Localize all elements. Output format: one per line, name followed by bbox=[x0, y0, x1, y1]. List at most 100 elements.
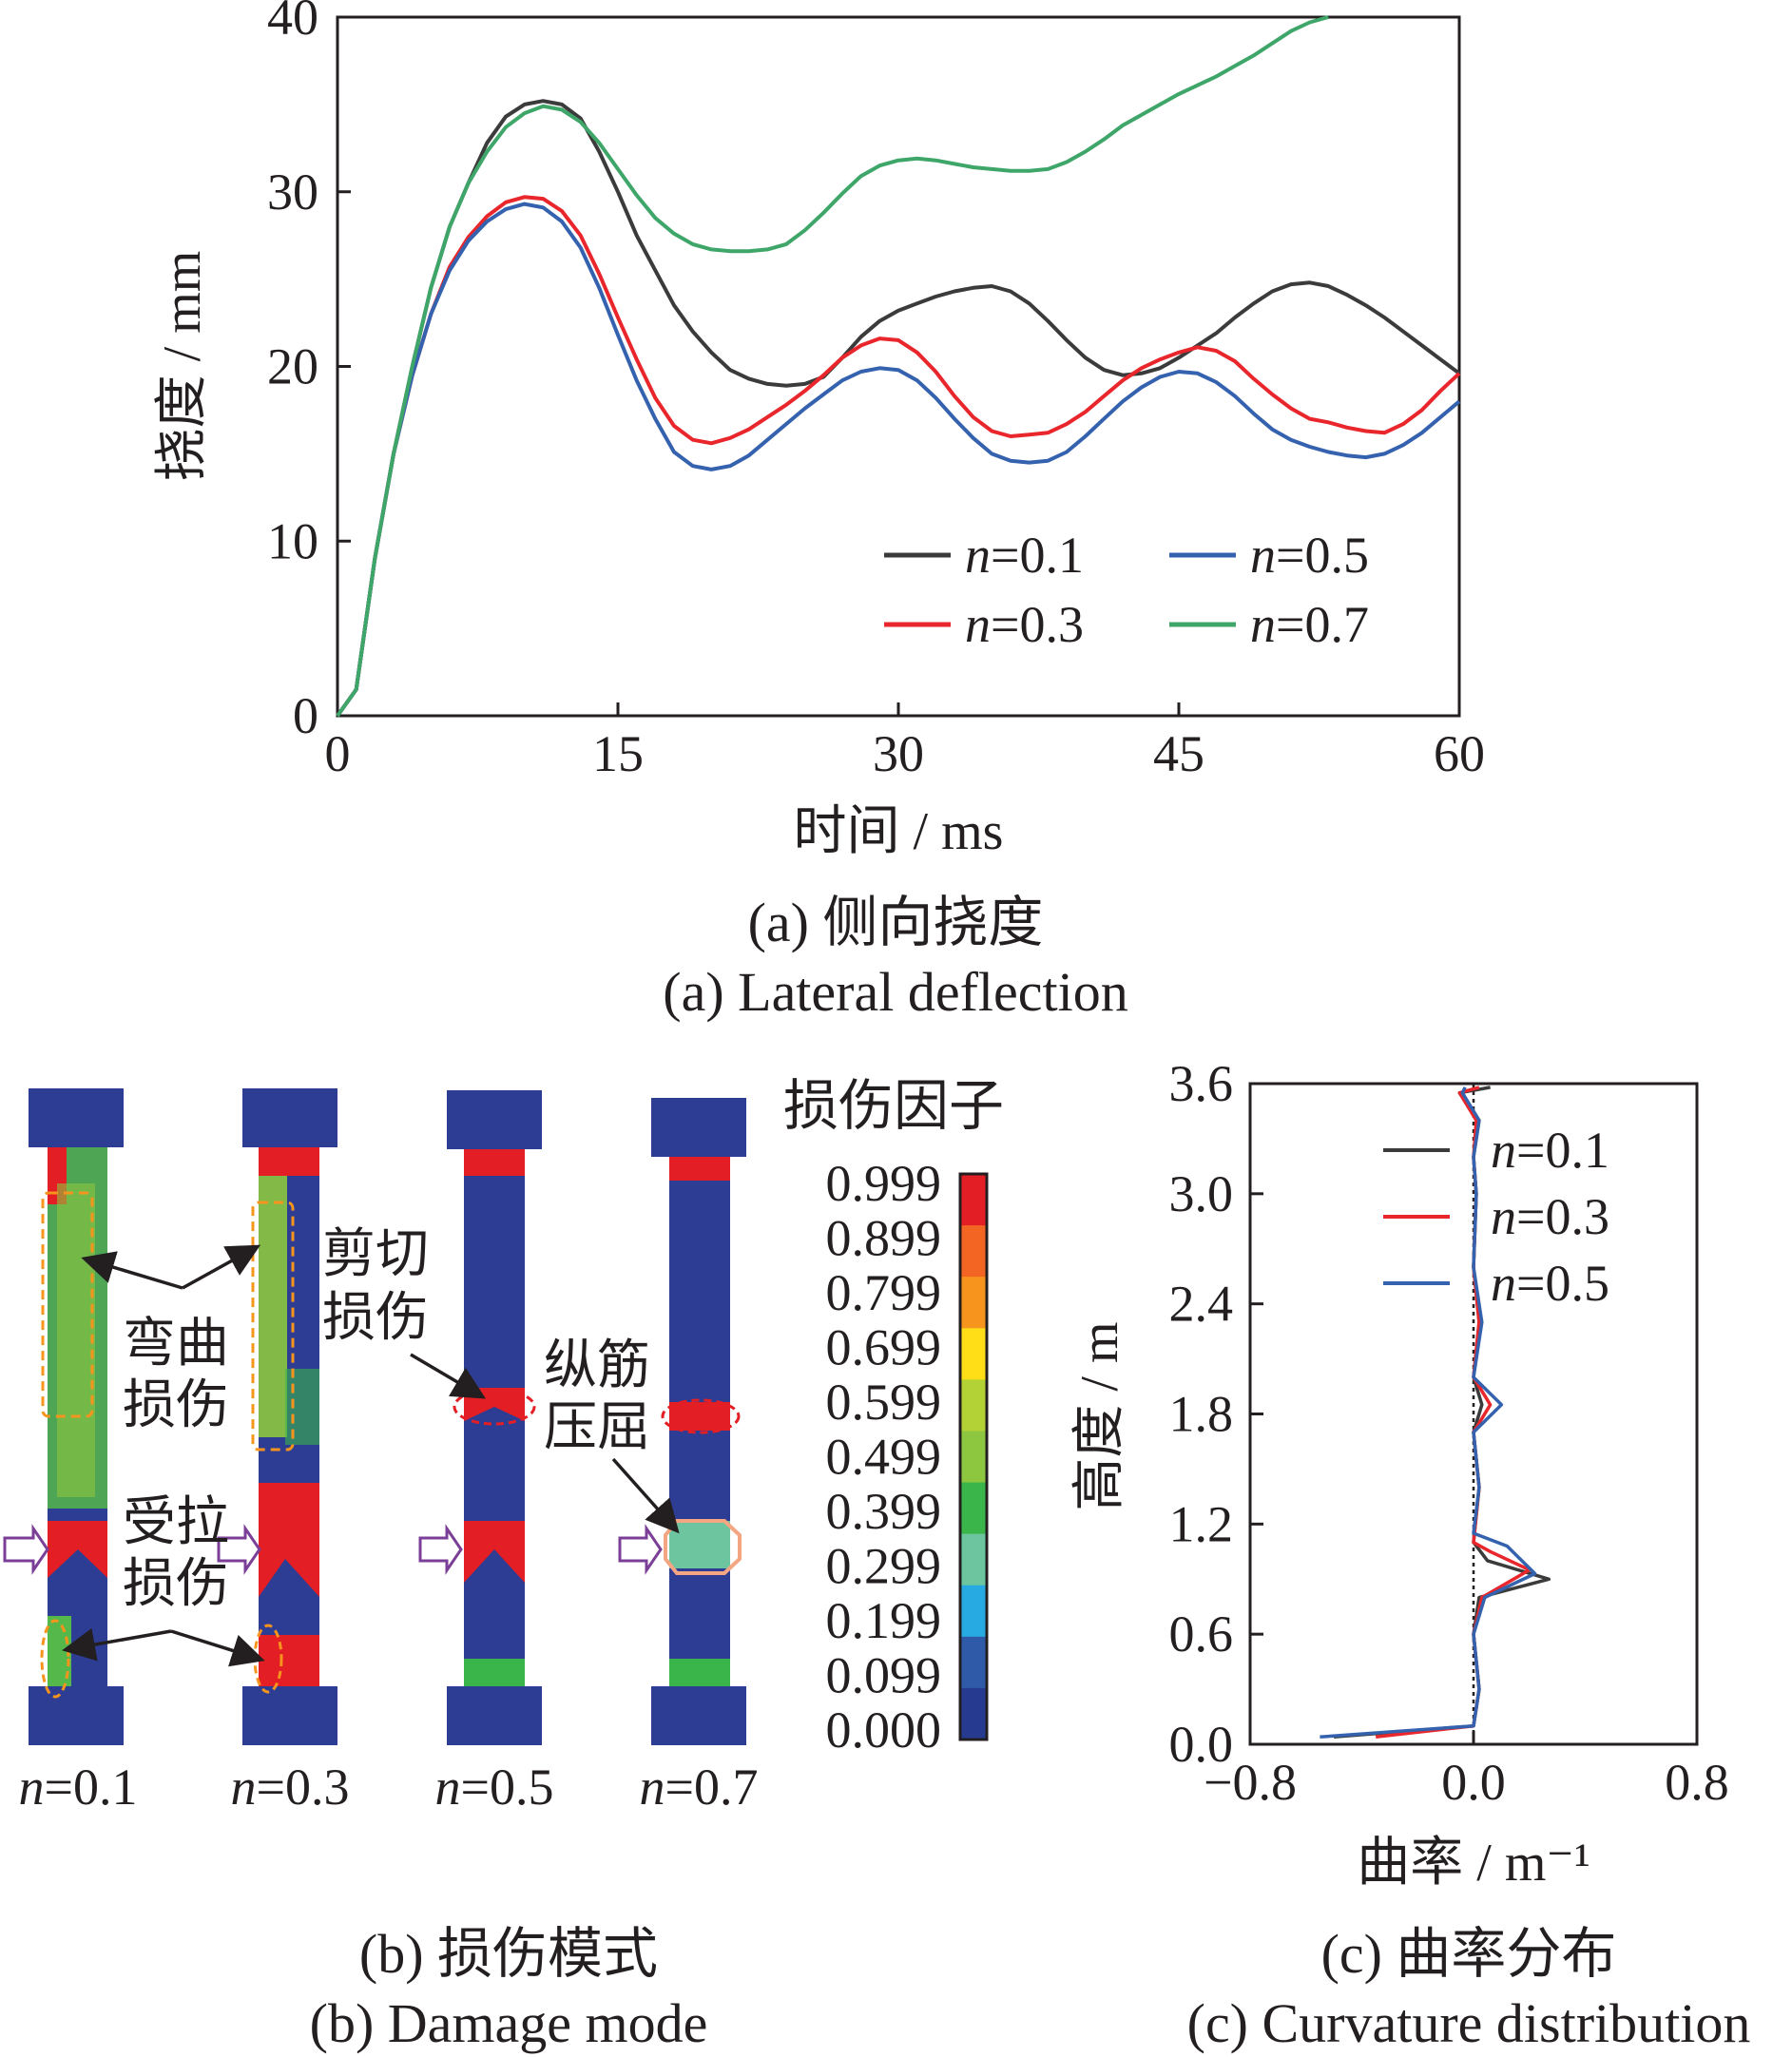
plot-c-ytick-label: 3.0 bbox=[1169, 1165, 1234, 1222]
colorbar-label: 0.899 bbox=[826, 1210, 942, 1267]
colorbar-segment bbox=[960, 1174, 987, 1226]
plot-c-legend-label: n=0.3 bbox=[1491, 1188, 1609, 1245]
column-n01-tension-damage bbox=[48, 1521, 107, 1578]
colorbar-segment bbox=[960, 1636, 987, 1689]
colorbar-segment bbox=[960, 1687, 987, 1740]
load-arrow-n01 bbox=[3, 1524, 49, 1575]
bending-box-n03 bbox=[251, 1201, 295, 1451]
colorbar-title: 损伤因子 bbox=[783, 1075, 1004, 1137]
plot-c-legend: n=0.1 n=0.3 n=0.5 bbox=[1383, 1122, 1609, 1312]
panel-a-lateral-deflection: 0 15 30 45 60 0 10 20 30 40 时间 / ms 挠度 / mm n=0.1… bbox=[153, 0, 1485, 1023]
plot-a-legend-label: n=0.1 bbox=[965, 527, 1084, 584]
column-label: n=0.1 bbox=[19, 1759, 138, 1816]
plot-c-ticks: −0.8 0.0 0.80.00.61.21.82.43.03.6 bbox=[1169, 1055, 1729, 1811]
plot-c-xlabel: 曲率 / m⁻¹ bbox=[1357, 1834, 1590, 1893]
plot-c-ytick-label: 3.6 bbox=[1169, 1055, 1234, 1112]
colorbar-label: 0.599 bbox=[826, 1374, 942, 1431]
caption-a-en: (a) Lateral deflection bbox=[663, 961, 1127, 1023]
plot-c-xtick-label: −0.8 bbox=[1204, 1754, 1297, 1811]
column-labels: n=0.1 n=0.3 n=0.5 n=0.7 bbox=[19, 1759, 759, 1816]
column-n03-bending-zone bbox=[259, 1176, 287, 1437]
column-n03 bbox=[217, 1088, 337, 1745]
colorbar-label: 0.799 bbox=[826, 1264, 942, 1321]
label-bending-line2: 损伤 bbox=[123, 1376, 229, 1435]
label-tension-line1: 受拉 bbox=[123, 1493, 229, 1552]
colorbar-segment bbox=[960, 1277, 987, 1329]
label-shear-line1: 剪切 bbox=[322, 1225, 429, 1284]
colorbar-label: 0.499 bbox=[826, 1429, 942, 1486]
column-n03-base-damage bbox=[259, 1635, 319, 1686]
panel-c-curvature: −0.8 0.0 0.80.00.61.21.82.43.03.6 n=0.1n=0… bbox=[1070, 1055, 1750, 2054]
plot-c-series-line-2 bbox=[1320, 1086, 1537, 1740]
plot-a-legend-label: n=0.7 bbox=[1250, 596, 1369, 653]
plot-a-xtick-label: 15 bbox=[592, 725, 644, 782]
annotation-arrows bbox=[62, 1244, 680, 1667]
colorbar-segment bbox=[960, 1585, 987, 1638]
column-n05-shaft bbox=[464, 1149, 525, 1686]
plot-c-series-line-0 bbox=[1333, 1086, 1551, 1740]
colorbar-segment bbox=[960, 1379, 987, 1432]
plot-a-series-line-0 bbox=[336, 99, 1461, 718]
plot-a-legend-label: n=0.5 bbox=[1250, 527, 1369, 584]
colorbar-segment bbox=[960, 1328, 987, 1380]
column-label: n=0.5 bbox=[435, 1759, 554, 1816]
colorbar-segment bbox=[960, 1431, 987, 1484]
plot-c-xtick-label: 0.0 bbox=[1441, 1754, 1506, 1811]
load-arrow-n05 bbox=[418, 1524, 463, 1575]
colorbar-label: 0.199 bbox=[826, 1592, 942, 1649]
colorbar-label: 0.999 bbox=[826, 1155, 942, 1212]
column-n01-bottom-cap bbox=[29, 1686, 124, 1745]
label-shear-line2: 损伤 bbox=[322, 1289, 429, 1348]
column-n03-texture bbox=[285, 1369, 319, 1445]
colorbar-labels: 0.9990.8990.7990.6990.5990.4990.3990.299… bbox=[826, 1155, 942, 1759]
plot-c-legend-label: n=0.1 bbox=[1491, 1122, 1609, 1179]
column-n07-bottom-cap bbox=[651, 1686, 746, 1745]
column-n07-buckle-damage bbox=[669, 1402, 730, 1431]
colorbar-segment bbox=[960, 1482, 987, 1535]
plot-a-legend-label: n=0.3 bbox=[965, 596, 1084, 653]
plot-a-series-line-3 bbox=[336, 15, 1329, 718]
colorbar bbox=[958, 1172, 989, 1741]
column-n05-tension-damage bbox=[464, 1521, 525, 1583]
plot-c-legend-label: n=0.5 bbox=[1491, 1255, 1609, 1312]
caption-c-cn: (c) 曲率分布 bbox=[1321, 1923, 1617, 1985]
plot-a-ytick-label: 10 bbox=[267, 512, 318, 569]
column-n07-top-damage bbox=[669, 1157, 730, 1181]
label-tension-line2: 损伤 bbox=[123, 1555, 229, 1614]
plot-c-series bbox=[1320, 1086, 1551, 1740]
column-n03-bottom-cap bbox=[242, 1686, 337, 1745]
colorbar-label: 0.299 bbox=[826, 1538, 942, 1595]
plot-c-ytick-label: 0.0 bbox=[1169, 1716, 1234, 1773]
plot-a-series-line-1 bbox=[336, 195, 1461, 718]
plot-a-xtick-label: 60 bbox=[1434, 725, 1485, 782]
column-n07-base-damage bbox=[669, 1659, 730, 1686]
colorbar-frame bbox=[958, 1172, 989, 1741]
column-n07 bbox=[618, 1098, 746, 1745]
column-n03-tension-damage bbox=[259, 1483, 319, 1597]
buckle-hex-n07 bbox=[664, 1519, 742, 1575]
load-arrow-n07 bbox=[618, 1524, 663, 1575]
column-label: n=0.3 bbox=[231, 1759, 350, 1816]
colorbar-label: 0.399 bbox=[826, 1483, 942, 1540]
plot-a-series bbox=[336, 15, 1461, 718]
caption-a-cn: (a) 侧向挠度 bbox=[748, 892, 1044, 953]
plot-a-ticks: 0 15 30 45 60 0 10 20 30 40 bbox=[267, 0, 1485, 782]
plot-c-ylabel: 高度 / m bbox=[1070, 1321, 1129, 1510]
colorbar-segment bbox=[960, 1225, 987, 1278]
column-n05-top-damage bbox=[464, 1149, 525, 1176]
plot-a-ytick-label: 0 bbox=[293, 687, 318, 744]
label-bending-line1: 弯曲 bbox=[123, 1315, 229, 1374]
column-label: n=0.7 bbox=[640, 1759, 759, 1816]
caption-b-en: (b) Damage mode bbox=[310, 1992, 708, 2054]
caption-b-cn: (b) 损伤模式 bbox=[359, 1923, 658, 1985]
panel-b-damage-mode: 弯曲 损伤 受拉 损伤 剪切 损伤 纵筋 压屈 损伤因子 0.9990.8990… bbox=[3, 1075, 1004, 2054]
shear-ellipse-n05 bbox=[453, 1388, 536, 1426]
plot-c-xtick-label: 0.8 bbox=[1665, 1754, 1729, 1811]
plot-a-xtick-label: 30 bbox=[873, 725, 924, 782]
load-arrow-n03 bbox=[217, 1524, 261, 1575]
plot-a-series-line-2 bbox=[336, 202, 1461, 718]
column-n01 bbox=[3, 1088, 124, 1745]
caption-c-en: (c) Curvature distribution bbox=[1187, 1992, 1751, 2054]
plot-a-ytick-label: 30 bbox=[267, 163, 318, 221]
